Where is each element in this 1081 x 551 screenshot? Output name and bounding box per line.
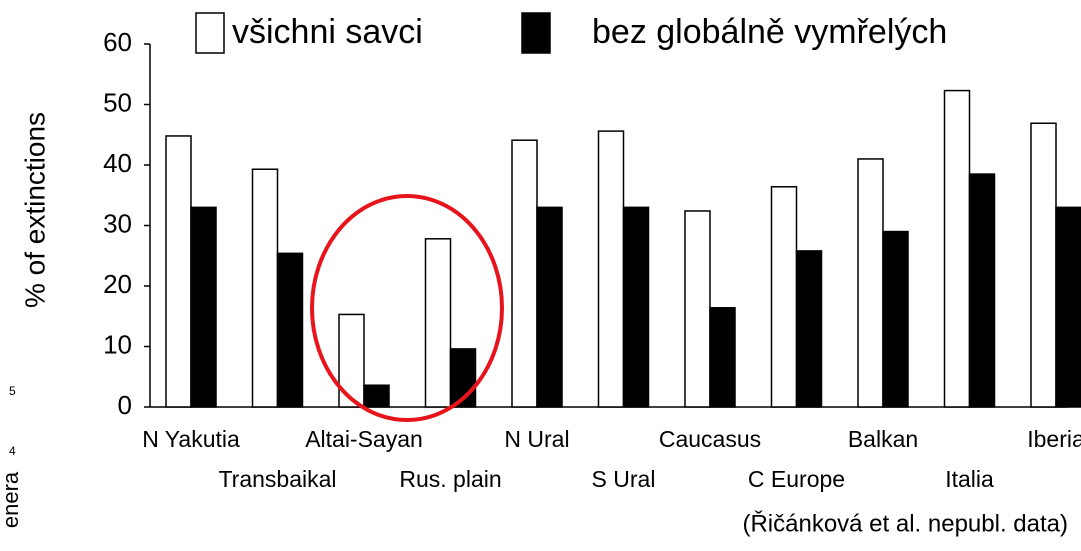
bar — [536, 206, 563, 408]
bar — [511, 139, 538, 408]
bar — [251, 168, 279, 408]
bar — [795, 250, 823, 408]
bar — [968, 173, 996, 408]
x-tick-label: Iberia — [1027, 426, 1081, 452]
x-tick-label: S Ural — [592, 466, 656, 492]
x-tick-label: Italia — [945, 466, 994, 492]
x-tick-label: Caucasus — [659, 426, 761, 452]
legend-swatch — [195, 12, 225, 54]
bar — [770, 186, 798, 408]
legend-swatch — [521, 12, 551, 54]
bar — [276, 252, 304, 408]
bar — [338, 313, 365, 408]
bar — [882, 230, 909, 408]
x-tick-label: Rus. plain — [399, 466, 501, 492]
bar — [1030, 122, 1057, 408]
bar — [363, 384, 390, 408]
fragment: 5 — [9, 384, 16, 398]
y-tick-label: 10 — [103, 329, 132, 359]
y-tick-label: 20 — [103, 269, 132, 299]
bar — [165, 135, 192, 408]
bar — [190, 206, 217, 408]
highlight-circle — [310, 194, 504, 422]
bar — [424, 238, 452, 408]
fragment: enera — [0, 471, 23, 528]
y-tick-label: 60 — [103, 27, 132, 57]
fragment: 4 — [9, 444, 16, 458]
bar — [709, 307, 736, 408]
x-tick-label: C Europe — [748, 466, 845, 492]
y-tick-label: 30 — [103, 208, 132, 238]
x-tick-label: N Ural — [504, 426, 569, 452]
legend-label: bez globálně vymřelých — [592, 13, 947, 51]
bar — [943, 89, 971, 408]
x-tick-label: Altai-Sayan — [305, 426, 423, 452]
bar — [622, 206, 650, 408]
y-tick-label: 40 — [103, 148, 132, 178]
legend-label: všichni savci — [232, 13, 423, 51]
bar — [597, 130, 625, 408]
x-tick-label: N Yakutia — [142, 426, 240, 452]
bar — [857, 158, 884, 408]
x-tick-label: Balkan — [848, 426, 918, 452]
bar — [1055, 206, 1081, 408]
y-axis-label: % of extinctions — [19, 112, 50, 308]
y-tick-label: 50 — [103, 87, 132, 117]
bar — [684, 210, 711, 408]
source-note: (Řičánková et al. nepubl. data) — [742, 510, 1068, 537]
x-tick-label: Transbaikal — [218, 466, 336, 492]
y-tick-label: 0 — [118, 390, 132, 420]
